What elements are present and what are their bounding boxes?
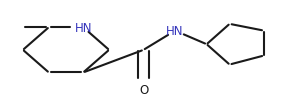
Text: O: O [139,83,148,96]
Text: HN: HN [75,22,92,34]
Text: HN: HN [166,25,184,38]
